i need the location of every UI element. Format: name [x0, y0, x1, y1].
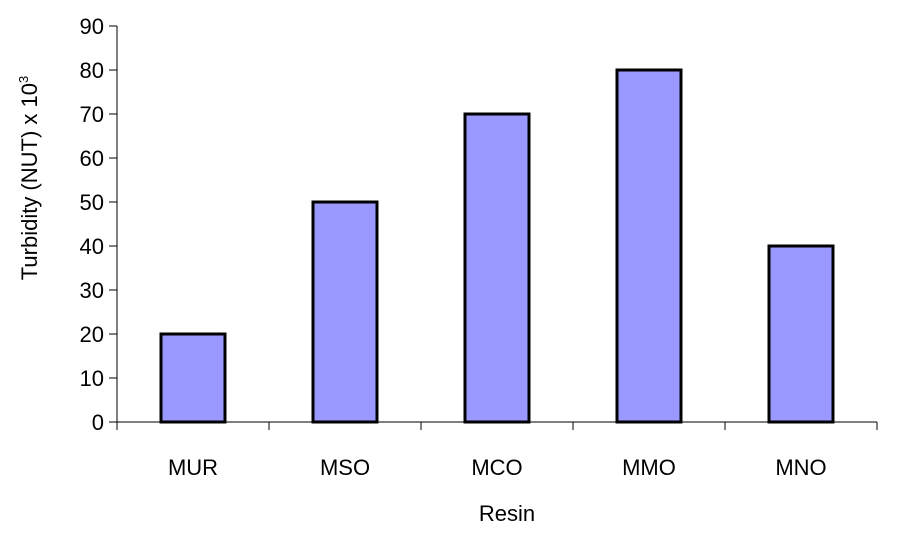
y-axis-title: Turbidity (NUT) x 103: [16, 76, 42, 280]
bar-mmo: [615, 68, 683, 424]
x-tick-label-mno: MNO: [775, 455, 826, 480]
y-tick-label-40: 40: [80, 234, 104, 259]
bar-mco: [463, 112, 531, 424]
x-tick-label-mco: MCO: [471, 455, 522, 480]
y-tick-label-0: 0: [92, 410, 104, 435]
y-tick-label-50: 50: [80, 190, 104, 215]
y-tick-label-90: 90: [80, 14, 104, 39]
x-tick-label-mso: MSO: [320, 455, 370, 480]
y-tick-label-80: 80: [80, 58, 104, 83]
y-axis-title-text: Turbidity (NUT) x 10: [17, 83, 42, 280]
bar-mno: [767, 244, 835, 424]
x-tick-label-mur: MUR: [168, 455, 218, 480]
x-axis-ticks: [116, 422, 878, 430]
y-tick-label-30: 30: [80, 278, 104, 303]
y-axis-ticks: [109, 25, 117, 423]
y-axis-title-superscript: 3: [16, 76, 31, 83]
x-tick-label-mmo: MMO: [622, 455, 676, 480]
bar-mur: [159, 332, 227, 424]
y-tick-label-60: 60: [80, 146, 104, 171]
bar-mso: [311, 200, 379, 424]
y-tick-label-10: 10: [80, 366, 104, 391]
x-axis-title: Resin: [479, 501, 535, 526]
y-tick-label-70: 70: [80, 102, 104, 127]
bar-series: [159, 68, 835, 424]
x-axis-tick-labels: MUR MSO MCO MMO MNO: [168, 455, 827, 480]
y-tick-label-20: 20: [80, 322, 104, 347]
y-axis-tick-labels: 0 10 20 30 40 50 60 70 80 90: [80, 14, 104, 435]
